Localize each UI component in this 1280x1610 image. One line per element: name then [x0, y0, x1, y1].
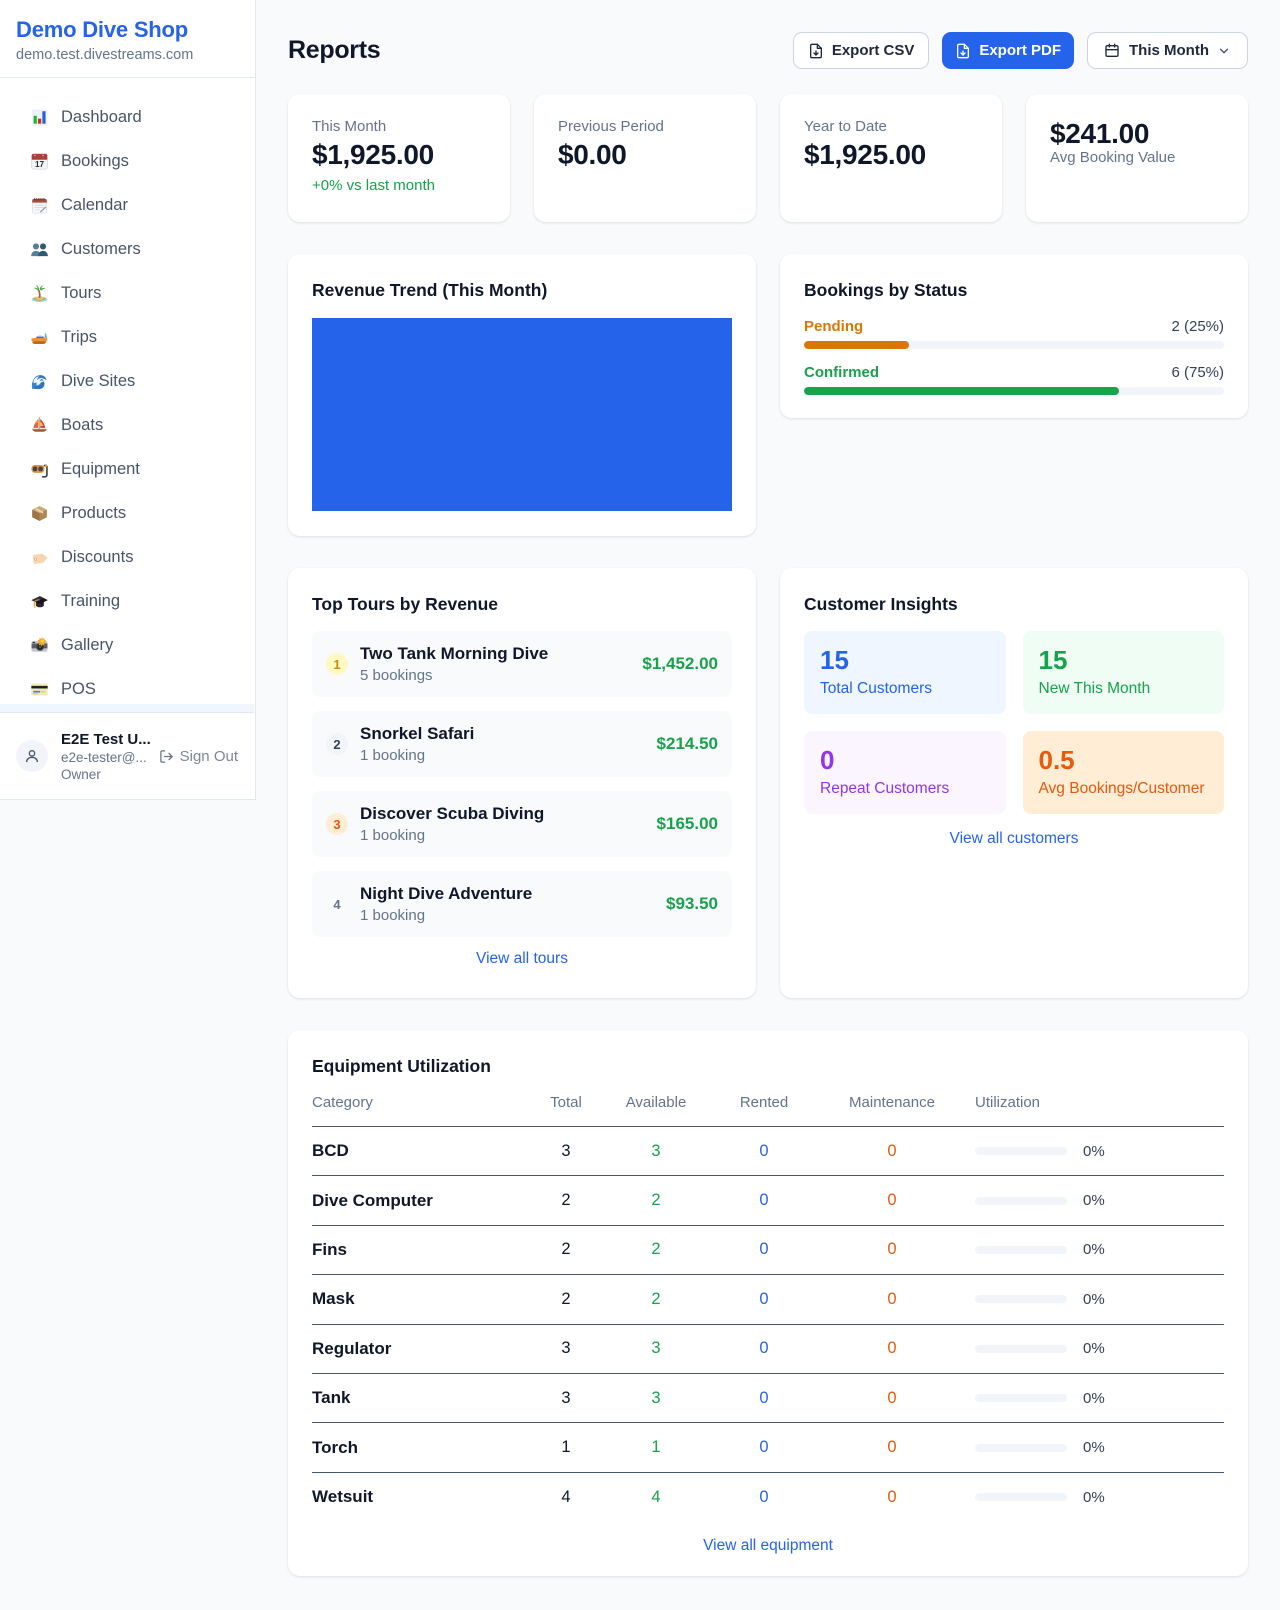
svg-text:17: 17: [35, 160, 45, 169]
